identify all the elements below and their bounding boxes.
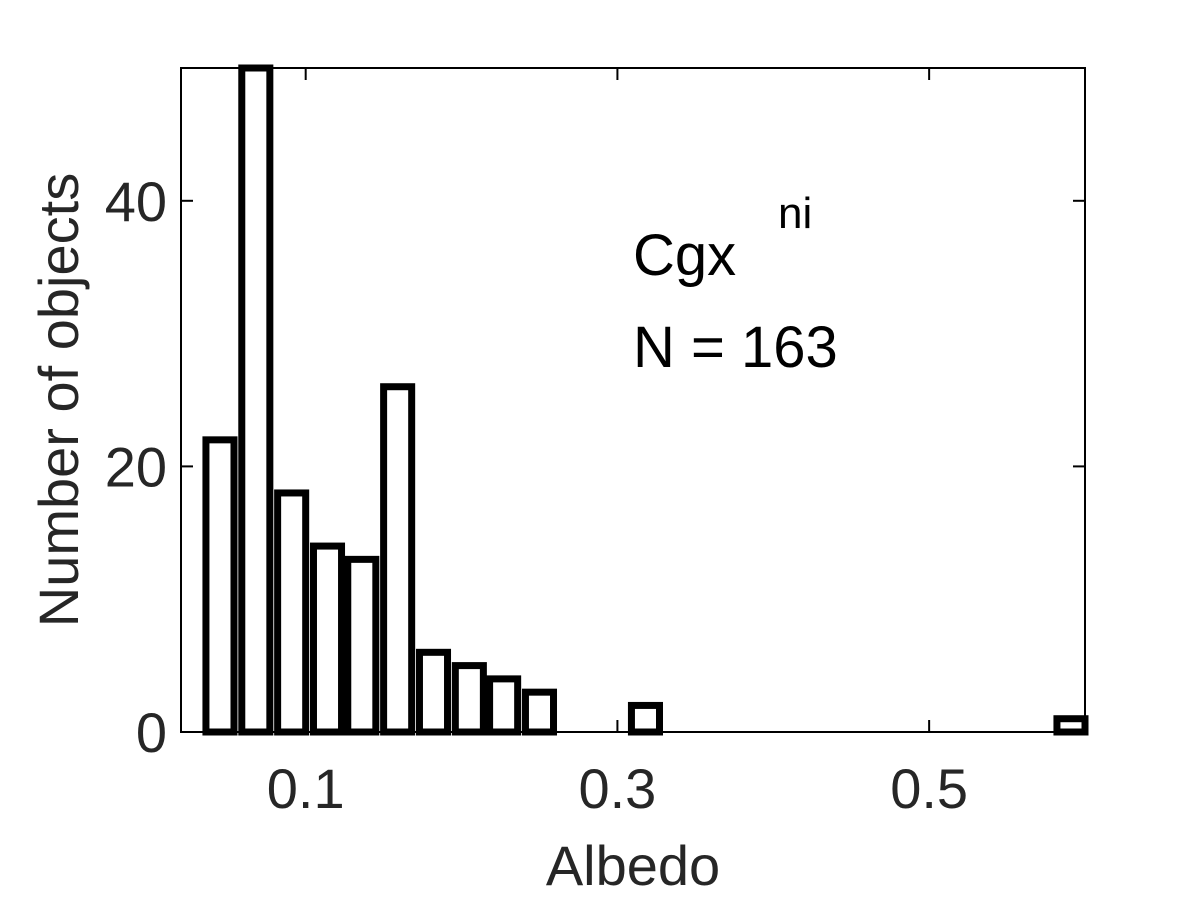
histogram-bar (344, 555, 380, 736)
plot-frame (180, 67, 1086, 733)
histogram-bar (238, 64, 274, 736)
histogram-bar (415, 648, 452, 736)
class-label-superscript: ni (778, 189, 812, 238)
histogram-bar (309, 542, 346, 736)
sample-count: N = 163 (633, 315, 838, 380)
histogram-bar (486, 675, 522, 736)
x-tick-label: 0.1 (267, 757, 345, 820)
histogram-bar (1053, 715, 1089, 736)
x-axis-title: Albedo (546, 834, 720, 897)
histogram-bar (627, 701, 663, 736)
y-tick-label: 20 (105, 435, 167, 498)
histogram-bar (202, 436, 238, 736)
histogram-bar (380, 383, 416, 736)
histogram-bar (451, 662, 487, 736)
histogram-bar (274, 489, 310, 736)
histogram-bar (521, 688, 558, 736)
axis-ticks: 0.1 0.3 0.5 0 20 40 (105, 68, 1085, 820)
y-axis-title: Number of objects (27, 173, 90, 627)
y-tick-label: 0 (136, 701, 167, 764)
class-label: Cgx (633, 223, 736, 288)
x-tick-label: 0.5 (890, 757, 968, 820)
y-tick-label: 40 (105, 170, 167, 233)
x-tick-label: 0.3 (578, 757, 656, 820)
